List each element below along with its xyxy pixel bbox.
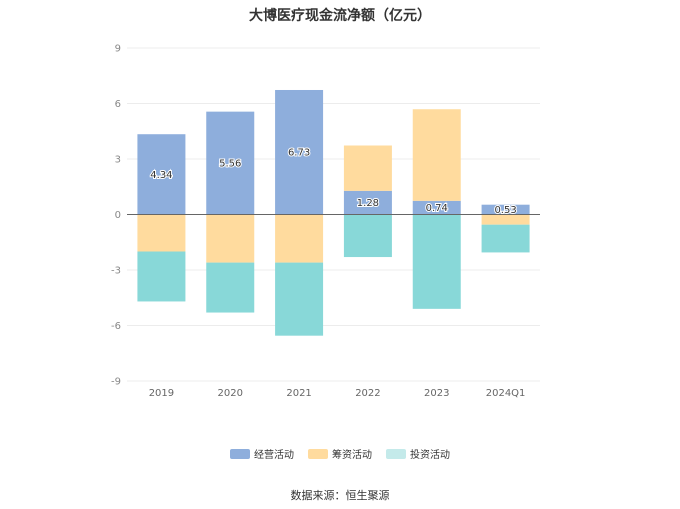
bar-0-0 (137, 134, 186, 215)
y-tick-label: 9 (115, 44, 121, 55)
legend-swatch-operating (230, 448, 250, 459)
bar-1-4 (412, 109, 461, 201)
y-tick-label: -3 (111, 266, 121, 277)
legend: 经营活动 筹资活动 投资活动 (0, 446, 680, 461)
legend-item-investing[interactable]: 投资活动 (386, 446, 450, 461)
data-source: 数据来源：恒生聚源 (290, 489, 390, 502)
data-label: 6.73 (288, 148, 310, 159)
x-tick-label: 2019 (149, 388, 174, 399)
y-tick-label: 0 (115, 210, 121, 221)
legend-label-financing: 筹资活动 (332, 450, 372, 461)
bar-0-3 (343, 190, 392, 215)
y-tick-label: -6 (111, 321, 121, 332)
bar-1-3 (343, 145, 392, 191)
legend-label-operating: 经营活动 (254, 450, 294, 461)
x-tick-label: 2020 (218, 388, 243, 399)
bar-2-2 (275, 262, 324, 336)
bar-1-5 (481, 214, 530, 225)
x-tick-label: 2021 (286, 388, 311, 399)
legend-swatch-financing (308, 448, 328, 459)
legend-label-investing: 投资活动 (410, 450, 450, 461)
bar-1-2 (275, 214, 324, 263)
y-tick-label: 6 (115, 99, 121, 110)
data-label: 0.74 (426, 203, 448, 214)
legend-swatch-investing (386, 448, 406, 459)
bar-0-5 (481, 204, 530, 215)
bar-2-3 (343, 214, 392, 258)
bar-2-4 (412, 214, 461, 309)
data-label: 1.28 (357, 198, 379, 209)
bar-2-0 (137, 251, 186, 302)
legend-item-operating[interactable]: 经营活动 (230, 446, 294, 461)
y-tick-label: -9 (111, 377, 121, 388)
bar-0-4 (412, 200, 461, 215)
bar-0-2 (275, 89, 324, 215)
bar-2-5 (481, 224, 530, 253)
bar-2-1 (206, 262, 255, 313)
data-label: 4.34 (150, 170, 172, 181)
x-tick-label: 2023 (424, 388, 449, 399)
data-label: 5.56 (219, 159, 241, 170)
x-tick-label: 2022 (355, 388, 380, 399)
chart-title: 大博医疗现金流净额（亿元） (249, 8, 431, 24)
bar-1-0 (137, 214, 186, 252)
data-label: 0.53 (494, 205, 516, 216)
bar-0-1 (206, 111, 255, 215)
y-tick-label: 3 (115, 155, 121, 166)
legend-item-financing[interactable]: 筹资活动 (308, 446, 372, 461)
x-tick-label: 2024Q1 (486, 388, 526, 399)
bar-1-1 (206, 214, 255, 263)
